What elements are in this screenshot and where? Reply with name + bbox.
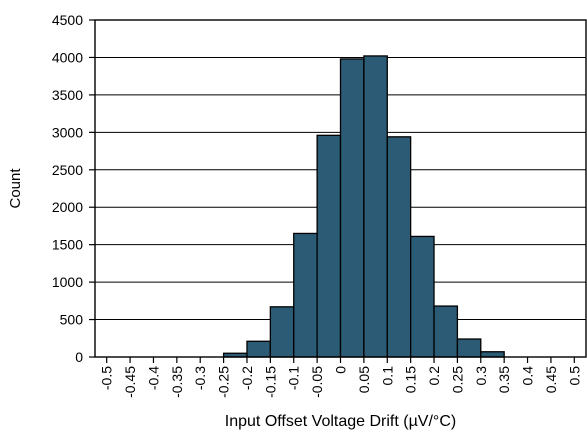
x-tick-label: -0.05 (309, 366, 325, 398)
x-tick-label: -0.15 (262, 366, 278, 398)
y-axis-label: Count (7, 168, 24, 209)
y-tick-label: 2500 (52, 162, 83, 178)
x-tick-label: -0.1 (286, 366, 302, 390)
x-axis: -0.5 -0.45 -0.4 -0.35 -0.3 -0.25 -0.2 -0.15 -0.1… (99, 357, 582, 398)
x-tick-label: -0.5 (99, 366, 115, 390)
x-tick-label: -0.35 (169, 366, 185, 398)
x-tick-label: -0.45 (122, 366, 138, 398)
y-tick-label: 1000 (52, 274, 83, 290)
x-tick-label: -0.2 (239, 366, 255, 390)
y-tick-label: 0 (75, 349, 83, 365)
histogram-bar (456, 338, 482, 358)
x-tick-label: 0.15 (403, 366, 419, 393)
x-axis-label: Input Offset Voltage Drift (µV/°C) (225, 413, 456, 430)
x-tick-label: -0.3 (192, 366, 208, 390)
histogram-bar (269, 306, 295, 358)
y-tick-label: 3000 (52, 124, 83, 140)
histogram-bar (316, 134, 342, 358)
x-tick-label: 0.35 (496, 366, 512, 393)
histogram-bar (339, 58, 365, 358)
x-tick-label: 0.1 (379, 366, 395, 386)
y-axis: 0 500 1000 1500 2000 2500 3000 3500 4000 4500 (52, 12, 95, 365)
x-tick-label: -0.25 (216, 366, 232, 398)
y-tick-label: 2000 (52, 199, 83, 215)
histogram-bar (386, 136, 412, 358)
bars (222, 55, 505, 358)
x-tick-label: 0.2 (426, 366, 442, 386)
x-tick-label: 0.05 (356, 366, 372, 393)
x-tick-label: 0.3 (473, 366, 489, 386)
y-tick-label: 1500 (52, 237, 83, 253)
x-tick-label: 0.25 (449, 366, 465, 393)
x-tick-label: 0.5 (566, 366, 582, 386)
y-tick-label: 500 (60, 312, 84, 328)
histogram-bar (246, 340, 272, 358)
x-tick-label: 0.45 (543, 366, 559, 393)
histogram-bar (363, 55, 388, 358)
y-tick-label: 4000 (52, 49, 83, 65)
y-tick-label: 4500 (52, 12, 83, 28)
x-tick-label: 0.4 (520, 366, 536, 386)
x-tick-label: 0 (333, 366, 349, 374)
histogram-bar (409, 235, 435, 358)
histogram-bar (293, 232, 318, 358)
histogram-bar (433, 305, 459, 358)
histogram-bar (480, 351, 505, 358)
y-tick-label: 3500 (52, 87, 83, 103)
x-tick-label: -0.4 (145, 366, 161, 390)
